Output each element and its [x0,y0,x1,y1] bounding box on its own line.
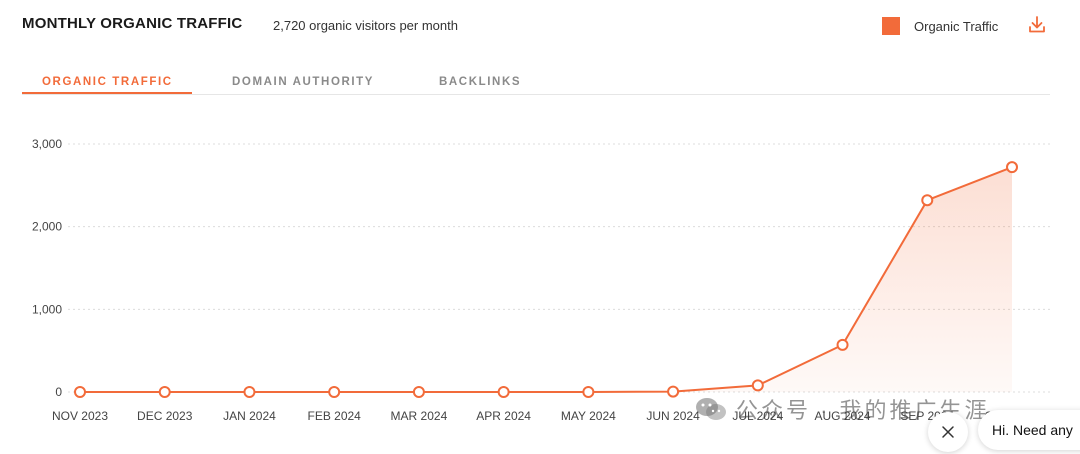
x-tick-label: APR 2024 [476,409,531,423]
data-point [497,386,510,398]
organic-traffic-chart: 0 1,000 2,000 3,000 NOV 2023 DEC 2023 JAN 2024… [32,137,1050,423]
series-area [80,167,1012,392]
data-point [836,338,849,351]
data-point [243,386,256,398]
data-point [921,194,934,207]
data-point [582,386,595,398]
data-point [751,379,764,392]
x-tick-label: MAY 2024 [561,409,616,423]
x-tick-label: FEB 2024 [307,409,361,423]
y-tick-label: 3,000 [32,137,62,151]
close-icon [942,426,954,438]
data-point [74,386,86,398]
legend-label: Organic Traffic [914,18,999,34]
tab-organic-traffic[interactable]: ORGANIC TRAFFIC [42,76,173,88]
data-point [667,385,680,398]
chart-subtitle: 2,720 organic visitors per month [273,18,458,33]
x-tick-label: JUL 2024 [732,409,783,423]
x-tick-label: DEC 2023 [137,409,193,423]
tab-bar: ORGANIC TRAFFIC DOMAIN AUTHORITY BACKLIN… [22,64,1050,95]
active-tab-indicator [22,92,192,94]
x-tick-label: AUG 2024 [815,409,871,423]
x-tick-label: NOV 2023 [52,409,108,423]
chat-close-button[interactable] [928,412,968,452]
download-icon[interactable] [1026,14,1048,36]
x-tick-label: MAR 2024 [391,409,448,423]
data-point [158,386,171,398]
series-line [80,166,1013,393]
data-point [328,386,341,398]
wechat-icon [696,398,726,420]
tab-backlinks[interactable]: BACKLINKS [439,76,522,88]
legend: Organic Traffic [882,17,998,35]
x-tick-label: JAN 2024 [223,409,276,423]
data-point [412,386,425,398]
chat-widget-bubble[interactable]: Hi. Need any [978,410,1080,450]
tab-domain-authority[interactable]: DOMAIN AUTHORITY [232,76,375,88]
y-tick-label: 2,000 [32,220,62,234]
y-tick-label: 1,000 [32,302,62,316]
y-tick-label: 0 [55,385,62,399]
x-tick-label: JUN 2024 [646,409,700,423]
legend-swatch [882,17,900,35]
data-point [1006,161,1018,174]
chart-title: MONTHLY ORGANIC TRAFFIC [22,15,243,32]
